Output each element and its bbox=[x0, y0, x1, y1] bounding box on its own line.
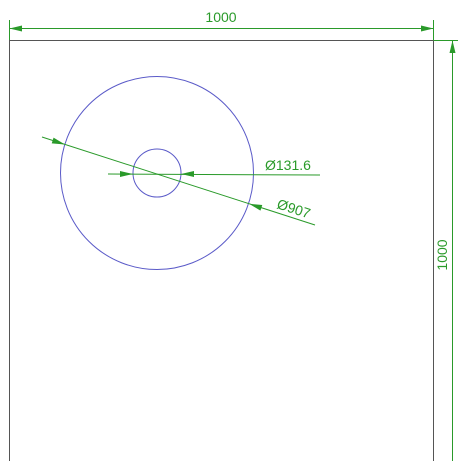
height-label: 1000 bbox=[434, 239, 450, 270]
inner-diameter-dimension: Ø131.6 bbox=[107, 157, 321, 177]
plate-outline bbox=[9, 40, 434, 461]
width-label: 1000 bbox=[205, 9, 236, 25]
outer-circle bbox=[60, 76, 254, 270]
outer-diameter-dimension: Ø907 bbox=[41, 136, 316, 226]
outer-diameter-label: Ø907 bbox=[275, 196, 313, 222]
inner-diameter-label: Ø131.6 bbox=[265, 157, 311, 173]
width-dimension: 1000 bbox=[9, 9, 434, 40]
height-dimension: 1000 bbox=[433, 40, 458, 461]
inner-circle bbox=[132, 148, 182, 198]
